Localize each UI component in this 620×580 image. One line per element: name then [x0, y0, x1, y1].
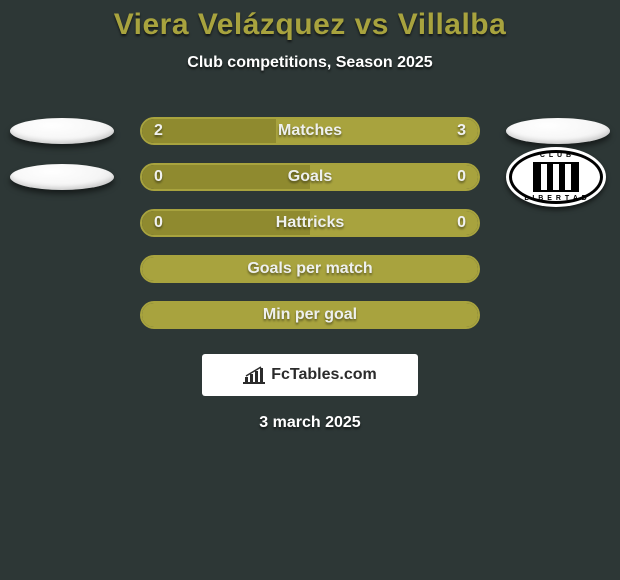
stat-left-value: 2	[154, 122, 163, 140]
page-subtitle: Club competitions, Season 2025	[0, 54, 620, 72]
stat-left-value: 0	[154, 168, 163, 186]
stat-right-value: 3	[457, 122, 466, 140]
team-left-badge	[10, 153, 114, 201]
stat-bar: Goals per match	[140, 255, 480, 283]
bar-left-fill	[142, 165, 310, 189]
stat-row: 2 Matches 3	[0, 108, 620, 154]
ellipse-icon	[506, 118, 610, 144]
stat-bar: 2 Matches 3	[140, 117, 480, 145]
stat-right-value: 0	[457, 168, 466, 186]
ellipse-icon	[10, 164, 114, 190]
watermark: FcTables.com	[202, 354, 418, 396]
stat-row: Goals per match	[0, 246, 620, 292]
chart-icon	[243, 366, 265, 384]
ellipse-icon	[10, 118, 114, 144]
club-badge-icon: • C L U B • L I B E R T A D	[506, 147, 606, 207]
stat-bar: 0 Goals 0	[140, 163, 480, 191]
date-label: 3 march 2025	[0, 414, 620, 432]
page-title: Viera Velázquez vs Villalba	[0, 8, 620, 42]
stat-label: Goals	[288, 168, 332, 186]
stats-rows: 2 Matches 3 0 Goals 0	[0, 108, 620, 338]
watermark-text: FcTables.com	[271, 366, 377, 384]
stat-label: Hattricks	[276, 214, 344, 232]
stat-row: 0 Goals 0 • C L U B • L I B E R T A D	[0, 154, 620, 200]
stat-bar: Min per goal	[140, 301, 480, 329]
stat-label: Min per goal	[263, 306, 357, 324]
stat-label: Goals per match	[247, 260, 372, 278]
stat-row: 0 Hattricks 0	[0, 200, 620, 246]
stat-bar: 0 Hattricks 0	[140, 209, 480, 237]
bar-right-fill	[310, 165, 478, 189]
stat-left-value: 0	[154, 214, 163, 232]
team-left-badge	[10, 107, 114, 155]
comparison-card: Viera Velázquez vs Villalba Club competi…	[0, 0, 620, 432]
stat-label: Matches	[278, 122, 342, 140]
team-right-badge: • C L U B • L I B E R T A D	[506, 153, 610, 201]
stat-right-value: 0	[457, 214, 466, 232]
stat-row: Min per goal	[0, 292, 620, 338]
